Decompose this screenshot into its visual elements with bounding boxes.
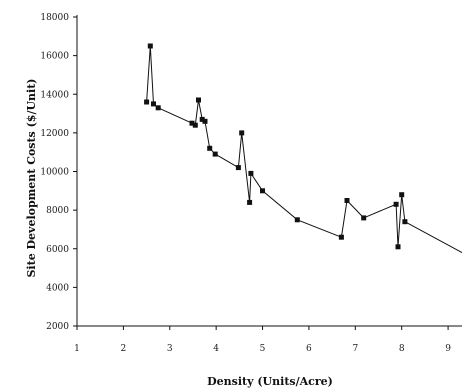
- x-tick-label: 3: [167, 344, 173, 354]
- y-tick-label: 6000: [46, 245, 69, 255]
- data-point: [207, 145, 213, 151]
- x-axis-label: Density (Units/Acre): [207, 375, 333, 388]
- data-point: [294, 217, 300, 223]
- y-tick-label: 4000: [46, 283, 69, 293]
- series-line: [146, 45, 463, 254]
- y-tick-label: 10000: [40, 168, 69, 178]
- data-point: [344, 198, 350, 203]
- data-point: [260, 188, 265, 194]
- data-point: [399, 192, 405, 198]
- y-tick-label: 12000: [40, 129, 69, 139]
- axes: [76, 15, 462, 327]
- x-tick-label: 6: [306, 344, 312, 354]
- x-tick-label: 2: [121, 344, 127, 354]
- data-point: [155, 105, 161, 111]
- data-point: [147, 43, 153, 49]
- y-tick-label: 16000: [40, 52, 69, 62]
- data-point: [402, 219, 408, 225]
- data-point: [199, 116, 205, 122]
- data-point: [192, 122, 198, 128]
- data-point: [395, 244, 401, 250]
- data-point: [189, 120, 195, 126]
- y-tick-label: 18000: [40, 13, 69, 23]
- y-tick-label: 2000: [46, 322, 69, 332]
- y-axis-ticks: 2000 4000 6000 8000 10000 12000 14000 16000 1800…: [40, 13, 77, 332]
- x-tick-label: 1: [74, 344, 80, 354]
- data-point: [239, 130, 245, 136]
- data-point: [212, 151, 218, 157]
- data-point: [247, 199, 253, 205]
- x-tick-label: 9: [445, 344, 451, 354]
- data-point: [338, 234, 344, 240]
- data-point: [151, 101, 156, 107]
- data-point: [196, 97, 201, 103]
- data-series: [144, 43, 463, 254]
- y-tick-label: 14000: [40, 90, 69, 100]
- x-tick-label: 4: [213, 344, 219, 354]
- x-axis-ticks: 1 2 3 4 5 6 7 8 9: [74, 326, 451, 354]
- data-point: [202, 118, 208, 124]
- x-tick-label: 7: [352, 344, 358, 354]
- data-point: [235, 165, 241, 171]
- data-point: [248, 170, 254, 176]
- x-tick-label: 5: [260, 344, 266, 354]
- y-tick-label: 8000: [46, 206, 69, 216]
- data-point: [144, 99, 150, 105]
- y-axis-label: Site Development Costs ($/Unit): [25, 78, 38, 277]
- data-point: [393, 201, 399, 207]
- x-tick-label: 8: [399, 344, 405, 354]
- data-point: [361, 215, 367, 221]
